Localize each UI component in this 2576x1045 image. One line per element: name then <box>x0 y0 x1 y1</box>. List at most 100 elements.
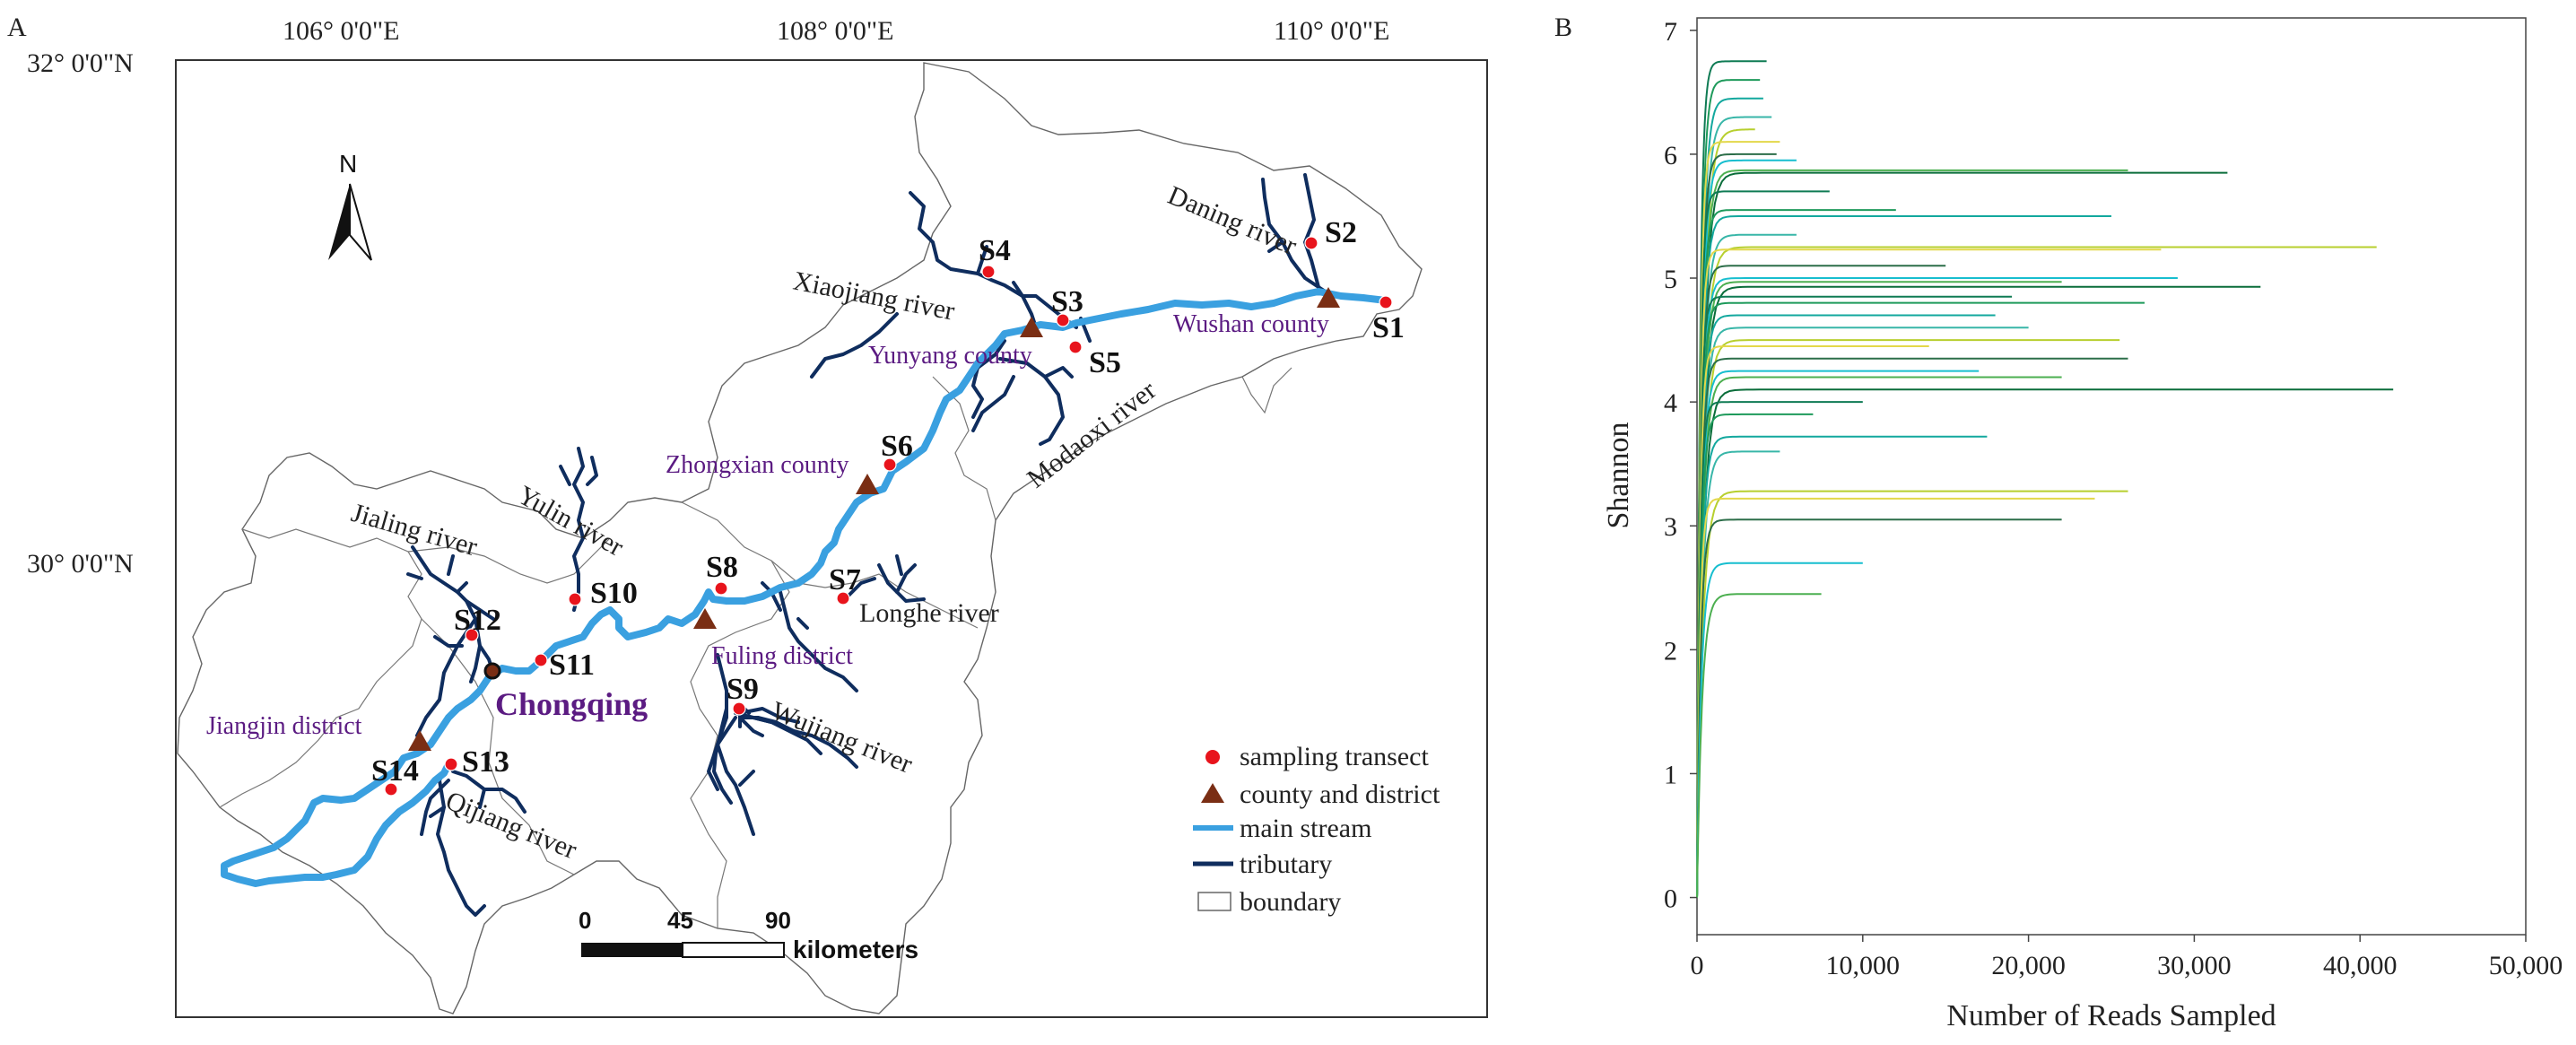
site-label-s10: S10 <box>590 577 638 610</box>
rarefaction-chart: 0 10,000 20,000 30,000 40,000 50,000 0 1 2 3 4 5 6 7… <box>1602 17 2563 1032</box>
scale-unit: kilometers <box>793 936 918 963</box>
north-arrow-label: N <box>339 150 357 178</box>
chart-curves <box>1696 60 2394 898</box>
rarefaction-curve-s20 <box>1696 285 2261 898</box>
rarefaction-curve-s23 <box>1696 314 1996 898</box>
lon-label-110: 110° 0'0"E <box>1274 16 1389 46</box>
scale-tick-45: 45 <box>667 907 693 934</box>
county-label-yunyang: Yunyang county <box>868 342 1032 370</box>
site-label-s14: S14 <box>371 754 419 788</box>
y-tick-label: 4 <box>1664 388 1677 418</box>
rarefaction-curve-s30 <box>1696 388 2394 898</box>
panel-b-label: B <box>1554 13 1572 42</box>
region-boundary <box>177 62 1423 1015</box>
rarefaction-curve-s24 <box>1696 327 2029 898</box>
county-label-zhongxian: Zhongxian county <box>666 451 849 479</box>
rarefaction-curve-s21 <box>1696 295 2013 898</box>
rarefaction-curve-s16 <box>1696 248 2162 898</box>
scale-tick-90: 90 <box>765 907 791 934</box>
site-label-s2: S2 <box>1325 216 1357 249</box>
y-axis-label: Shannon <box>1602 422 1635 529</box>
river-label-yulin: Yulin river <box>513 480 629 562</box>
river-label-wujiang: Wujiang river <box>767 696 916 779</box>
rarefaction-curve-s31 <box>1696 401 1863 898</box>
main-stream <box>221 288 1389 887</box>
x-tick-label: 20,000 <box>1991 951 2066 980</box>
legend-sampling-symbol <box>1205 750 1220 764</box>
site-label-s3: S3 <box>1051 285 1083 318</box>
rarefaction-curve-s22 <box>1696 301 2145 898</box>
river-label-modaoxi: Modaoxi river <box>1022 375 1162 493</box>
x-axis-label: Number of Reads Sampled <box>1946 999 2276 1032</box>
y-tick-label: 5 <box>1664 265 1677 294</box>
river-label-xiaojiang: Xiaojiang river <box>791 266 957 326</box>
site-label-s5: S5 <box>1089 346 1121 379</box>
site-label-s6: S6 <box>881 430 913 463</box>
county-label-jiangjin: Jiangjin district <box>206 712 362 740</box>
x-axis-ticks: 0 10,000 20,000 30,000 40,000 50,000 <box>1691 935 2563 980</box>
map-frame <box>175 59 1488 1018</box>
chongqing-marker <box>483 662 501 680</box>
y-tick-label: 6 <box>1664 141 1677 170</box>
inner-boundary-5 <box>690 560 790 928</box>
legend-boundary-label: boundary <box>1240 887 1341 917</box>
site-label-s13: S13 <box>462 745 509 779</box>
river-label-qijiang: Qijiang river <box>441 786 580 865</box>
tributaries <box>406 173 1334 917</box>
inner-boundary-8 <box>1241 367 1292 414</box>
site-label-s7: S7 <box>829 563 861 597</box>
x-tick-label: 10,000 <box>1826 951 1901 980</box>
rarefaction-curve-s38 <box>1696 562 1863 898</box>
north-arrow: N <box>328 150 372 261</box>
site-label-s11: S11 <box>549 649 595 682</box>
x-tick-label: 0 <box>1691 951 1704 980</box>
legend-sampling-label: sampling transect <box>1240 742 1429 771</box>
inner-boundary-7 <box>421 618 575 875</box>
rarefaction-curve-s39 <box>1696 593 1822 898</box>
sampling-points <box>384 236 1393 797</box>
rarefaction-curve-s18 <box>1696 277 2178 898</box>
inner-boundary-6 <box>851 573 979 629</box>
river-label-longhe: Longhe river <box>859 598 999 628</box>
inner-boundary-4 <box>932 376 996 521</box>
y-tick-label: 7 <box>1664 17 1677 47</box>
map-legend: sampling transect county and district ma… <box>1193 742 1440 917</box>
lat-label-30: 30° 0'0"N <box>27 549 134 579</box>
rarefaction-curve-s26 <box>1696 345 1929 898</box>
site-label-s4: S4 <box>979 234 1011 267</box>
county-label-fuling: Fuling district <box>711 642 853 670</box>
panel-a-label: A <box>7 13 27 42</box>
x-tick-label: 30,000 <box>2157 951 2232 980</box>
inner-boundary-2 <box>407 537 611 584</box>
scale-bar: 0 45 90 kilometers <box>579 907 918 963</box>
site-label-s8: S8 <box>706 551 738 584</box>
legend-tributary-label: tributary <box>1240 849 1332 879</box>
rarefaction-curve-s36 <box>1696 497 2095 898</box>
y-tick-label: 2 <box>1664 636 1677 666</box>
river-label-daning: Daning river <box>1163 180 1301 261</box>
chart-plot-area <box>1696 17 2527 936</box>
y-tick-label: 1 <box>1664 760 1677 789</box>
rarefaction-curve-s27 <box>1696 357 2128 898</box>
city-label-chongqing: Chongqing <box>495 686 648 722</box>
scale-tick-0: 0 <box>579 907 591 934</box>
rarefaction-curve-s33 <box>1696 435 1988 898</box>
rarefaction-curve-s28 <box>1696 370 1980 898</box>
legend-county-label: county and district <box>1240 779 1440 809</box>
x-tick-label: 40,000 <box>2323 951 2398 980</box>
x-tick-label: 50,000 <box>2489 951 2563 980</box>
inner-boundary-1 <box>219 528 422 808</box>
y-axis-ticks: 0 1 2 3 4 5 6 7 <box>1664 17 1697 914</box>
lon-label-106: 106° 0'0"E <box>283 16 399 46</box>
rarefaction-curve-s35 <box>1696 490 2128 898</box>
site-label-s12: S12 <box>454 604 501 637</box>
legend-mainstream-label: main stream <box>1240 814 1371 843</box>
legend-county-symbol <box>1201 783 1224 803</box>
y-tick-label: 0 <box>1664 884 1677 914</box>
site-label-s1: S1 <box>1372 311 1405 344</box>
site-label-s9: S9 <box>727 673 759 706</box>
y-tick-label: 3 <box>1664 512 1677 542</box>
county-label-wushan: Wushan county <box>1173 310 1329 338</box>
lat-label-32: 32° 0'0"N <box>27 48 134 78</box>
